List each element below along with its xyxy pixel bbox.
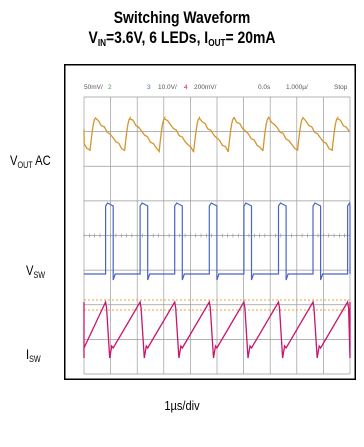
chart-subtitle: VIN=3.6V, 6 LEDs, IOUT= 20mA	[33, 28, 331, 54]
hdr-timebase: 1.000µ/	[286, 84, 308, 91]
hdr-ch3: 3	[147, 84, 151, 91]
oscilloscope-plot: 50mV/ 2 3 10.0V/ 4 200mV/ 0.0s 1.000µ/ S…	[64, 64, 356, 380]
trace-vsw	[84, 201, 351, 281]
x-axis-label: 1µs/div	[164, 398, 200, 413]
vout-label-suffix: AC	[32, 152, 51, 168]
hdr-ch2: 2	[108, 84, 112, 91]
hdr-mode: Stop	[334, 84, 348, 91]
hdr-ch3-scale: 10.0V/	[158, 84, 177, 91]
subtitle-v-val: =3.6V, 6 LEDs, I	[106, 28, 209, 47]
trace-isw	[83, 299, 351, 359]
hdr-ch1: 50mV/	[84, 84, 103, 91]
subtitle-i-val: = 20mA	[225, 28, 276, 47]
vsw-label-sub: SW	[33, 270, 46, 280]
isw-label-main: I	[26, 346, 30, 362]
vsw-label-main: V	[26, 262, 34, 278]
subtitle-v: V	[88, 28, 98, 47]
traces	[83, 115, 351, 359]
hdr-ch4-scale: 200mV/	[194, 84, 217, 91]
scope-header: 50mV/ 2 3 10.0V/ 4 200mV/ 0.0s 1.000µ/ S…	[84, 84, 348, 91]
scope-grid	[83, 96, 351, 375]
subtitle-i-sub: OUT	[208, 38, 226, 49]
hdr-ch4: 4	[184, 84, 188, 91]
vout-label-sub: OUT	[17, 160, 33, 170]
trace-vout-ac	[83, 115, 350, 154]
chart-title: Switching Waveform	[113, 8, 251, 27]
series-label-isw: ISW	[26, 346, 41, 364]
reference-lines	[84, 299, 350, 311]
vout-label-main: V	[10, 152, 18, 168]
subtitle-v-sub: IN	[97, 38, 107, 49]
series-label-vsw: VSW	[26, 262, 45, 280]
isw-label-sub: SW	[29, 354, 41, 364]
hdr-offset: 0.0s	[258, 84, 271, 91]
series-label-vout: VOUT AC	[10, 152, 51, 170]
